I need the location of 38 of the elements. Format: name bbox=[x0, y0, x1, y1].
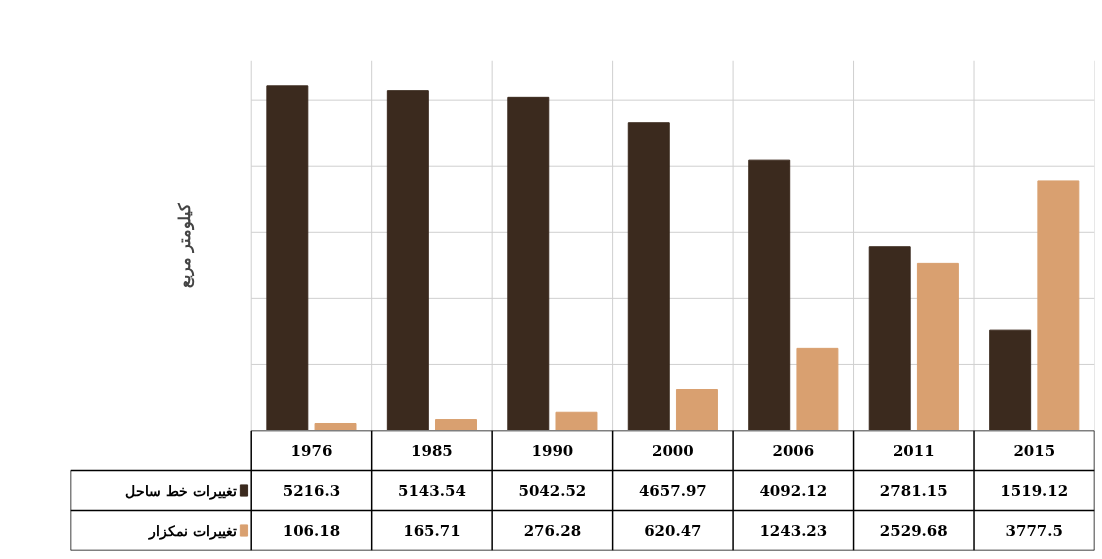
legend-label: تغییرات خط ساحل bbox=[125, 482, 237, 500]
data-label: 276.28 bbox=[523, 522, 582, 540]
data-label: 165.71 bbox=[403, 522, 461, 540]
data-label: 3777.5 bbox=[1005, 522, 1063, 540]
bar bbox=[627, 122, 670, 430]
legend-label: تغییرات نمکزار bbox=[147, 522, 237, 540]
x-tick-label: 1976 bbox=[290, 442, 333, 460]
data-label: 1519.12 bbox=[1000, 482, 1069, 500]
y-axis-title: کیلومتر مربع bbox=[175, 202, 196, 289]
x-tick-label: 2000 bbox=[651, 442, 694, 460]
data-label: 2781.15 bbox=[879, 482, 948, 500]
data-label: 1243.23 bbox=[759, 522, 828, 540]
data-label: 620.47 bbox=[644, 522, 702, 540]
bar bbox=[435, 419, 477, 430]
x-tick-label: 1985 bbox=[411, 442, 453, 460]
x-tick-label: 2015 bbox=[1013, 442, 1056, 460]
bar bbox=[675, 389, 718, 430]
x-tick-label: 1990 bbox=[531, 442, 574, 460]
bar bbox=[314, 422, 357, 430]
bar bbox=[386, 90, 429, 430]
bar bbox=[1037, 180, 1080, 430]
x-tick-label: 2006 bbox=[772, 442, 815, 460]
bar bbox=[507, 96, 550, 430]
bar bbox=[748, 159, 791, 430]
bar bbox=[266, 85, 309, 430]
x-tick-label: 2011 bbox=[892, 442, 935, 460]
data-label: 4092.12 bbox=[759, 482, 828, 500]
data-label: 5143.54 bbox=[397, 482, 466, 500]
data-label: 2529.68 bbox=[879, 522, 948, 540]
data-label: 4657.97 bbox=[638, 482, 707, 500]
bar bbox=[916, 262, 959, 430]
data-label: 5216.3 bbox=[282, 482, 341, 500]
bar bbox=[796, 347, 839, 430]
bar bbox=[989, 329, 1032, 430]
bar bbox=[868, 246, 911, 430]
bar bbox=[555, 411, 598, 430]
data-label: 106.18 bbox=[282, 522, 341, 540]
data-label: 5042.52 bbox=[518, 482, 587, 500]
